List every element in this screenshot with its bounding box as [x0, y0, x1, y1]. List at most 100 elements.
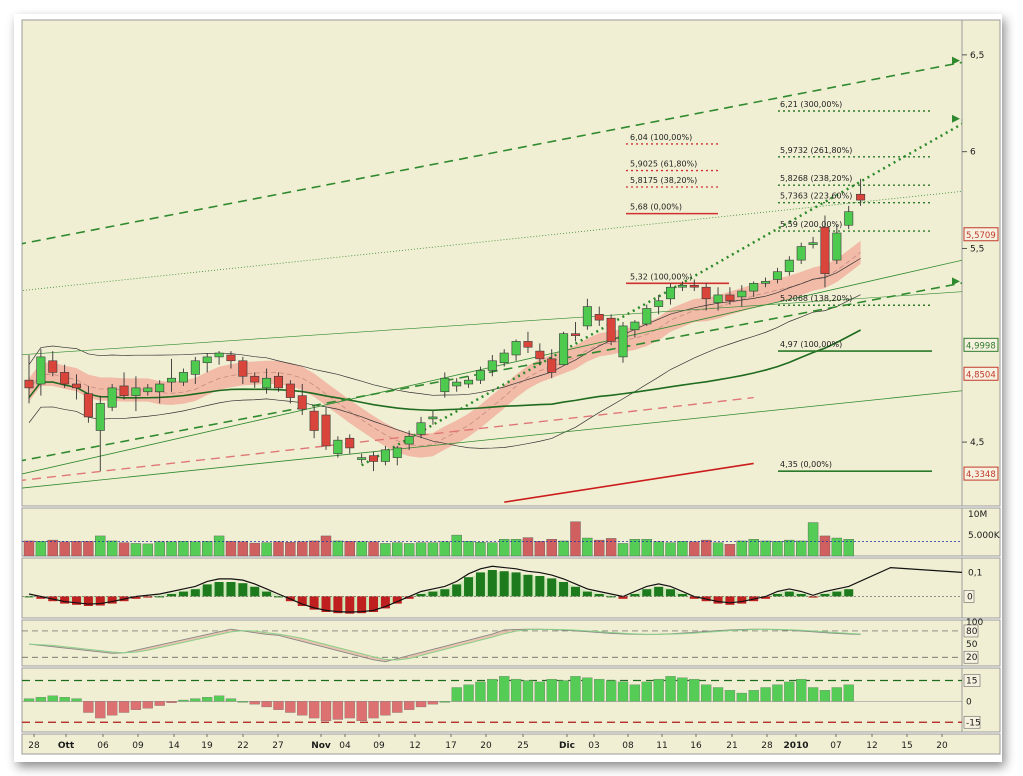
candle: [250, 372, 260, 388]
momentum-bar: [724, 690, 736, 702]
candle: [48, 351, 58, 377]
fib-label-mid-1: 5,9025 (61,80%): [630, 160, 697, 169]
candle-body: [618, 325, 628, 358]
volume-bar: [190, 541, 201, 557]
candle: [357, 453, 367, 464]
macd-bar: [737, 596, 747, 604]
candle: [202, 353, 212, 373]
candle-body: [511, 341, 521, 356]
volume-bar: [499, 539, 510, 557]
volume-bar: [653, 541, 664, 557]
candle: [761, 277, 771, 288]
macd-tick-label: 0: [967, 592, 973, 602]
candle-body: [392, 447, 402, 458]
candle-body: [452, 381, 462, 387]
chart-frame: 6,21 (300,00%) 5,9732 (261,80%) 5,8268 (23…: [14, 14, 1002, 762]
candle-body: [772, 271, 782, 280]
date-label: 20: [480, 741, 492, 751]
macd-bar: [677, 594, 687, 597]
macd-bar: [499, 571, 509, 597]
volume-bar: [130, 543, 142, 557]
candle-body: [321, 414, 331, 447]
price-value-box: [963, 366, 999, 381]
macd-bar: [72, 596, 82, 605]
volume-bar: [142, 543, 154, 557]
macd-bar: [238, 583, 248, 597]
macd-bar: [190, 589, 200, 597]
macd-bar: [24, 596, 34, 598]
date-label: 03: [588, 741, 599, 751]
candle: [772, 267, 782, 284]
momentum-bar: [701, 684, 712, 702]
momentum-bar: [415, 701, 427, 708]
stoch-tick-label: 100: [966, 618, 983, 628]
momentum-bar: [689, 678, 700, 702]
volume-bar: [736, 540, 747, 557]
momentum-bar: [522, 680, 534, 702]
momentum-bar: [582, 677, 593, 702]
date-label: 12: [409, 741, 420, 751]
candle-body: [226, 354, 236, 362]
candle: [796, 242, 806, 264]
volume-bar: [344, 541, 355, 557]
volume-tick-label: 10M: [968, 510, 987, 520]
candle-body: [202, 356, 212, 364]
volume-bar: [47, 539, 58, 557]
volume-bar: [201, 541, 213, 557]
date-label: 25: [517, 741, 528, 751]
macd-bar: [772, 594, 782, 597]
candle-body: [155, 383, 165, 393]
panel-price: [21, 19, 963, 507]
price-value-box: [963, 337, 999, 352]
candle: [440, 372, 450, 398]
volume-bar: [689, 541, 700, 557]
macd-bar: [178, 591, 188, 597]
price-value-label: 4,3348: [966, 470, 996, 480]
momentum-bar: [320, 701, 332, 722]
candle-body: [796, 246, 806, 261]
macd-bar: [535, 576, 545, 597]
volume-bar: [356, 541, 367, 557]
volume-bar: [546, 539, 557, 557]
price-value-label: 4,9998: [966, 341, 996, 351]
candle-body: [119, 385, 129, 396]
candle: [594, 306, 604, 326]
volume-bar: [23, 540, 35, 557]
candle-body: [808, 242, 818, 245]
candle: [428, 411, 438, 425]
volume-bar: [213, 535, 225, 557]
candle-body: [95, 403, 105, 431]
candle: [630, 320, 640, 338]
momentum-bar: [83, 701, 94, 713]
momentum-bar: [807, 687, 819, 702]
candle-body: [60, 372, 70, 385]
momentum-bar: [665, 676, 676, 702]
momentum-bar: [190, 698, 201, 702]
volume-bar: [605, 538, 617, 557]
fib-label-right-4: 5,59 (200,00%): [780, 220, 842, 229]
macd-bar: [392, 596, 402, 604]
macd-bar: [167, 594, 177, 597]
date-label: 16: [690, 741, 702, 751]
candle-body: [570, 333, 580, 336]
momentum-bar: [356, 701, 367, 722]
candle-body: [48, 360, 58, 373]
momentum-bar: [831, 687, 842, 702]
volume-bar: [760, 540, 771, 557]
volume-bar: [106, 540, 118, 557]
date-label: 08: [622, 741, 634, 751]
candle-body: [689, 284, 699, 288]
candle: [143, 384, 153, 396]
momentum-bar: [534, 681, 545, 702]
date-label: 07: [830, 741, 841, 751]
fib-label-right-6: 4,97 (100,00%): [780, 340, 842, 349]
fib-label-mid-2: 5,8175 (38,20%): [630, 176, 697, 185]
candle-body: [737, 290, 747, 298]
macd-bar: [262, 591, 272, 597]
macd-bar: [475, 572, 485, 597]
right-arrow-2: [952, 114, 960, 123]
macd-bar: [761, 596, 771, 599]
candle: [333, 436, 343, 458]
volume-bar: [95, 535, 106, 557]
momentum-bar: [23, 698, 35, 702]
